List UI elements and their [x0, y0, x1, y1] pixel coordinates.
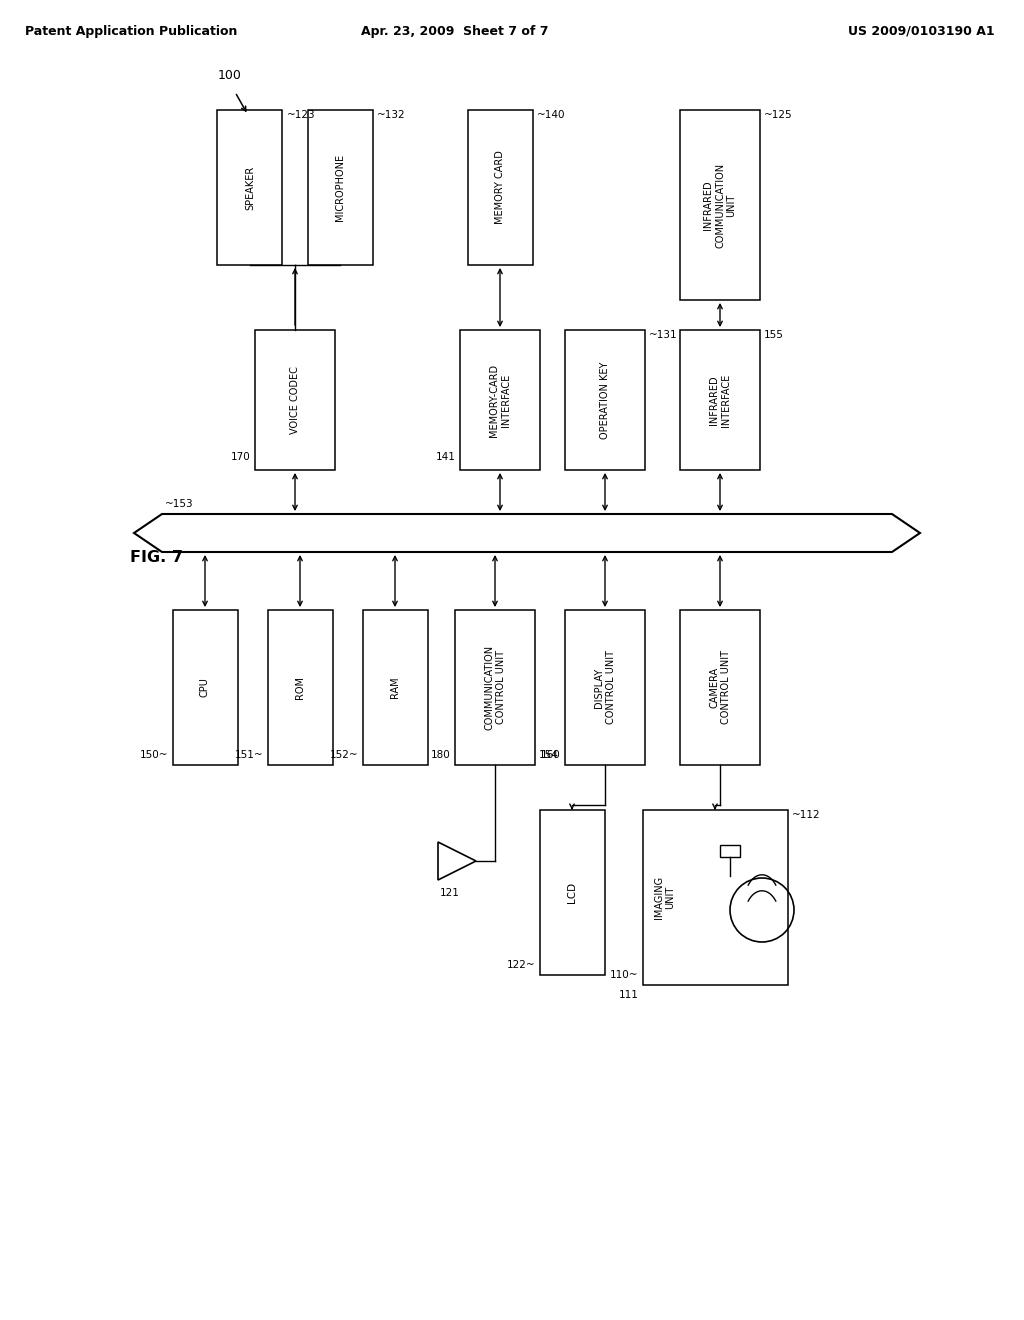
- Text: ~112: ~112: [792, 810, 820, 820]
- Text: US 2009/0103190 A1: US 2009/0103190 A1: [848, 25, 995, 38]
- Bar: [172, 610, 238, 766]
- Text: ~140: ~140: [537, 110, 565, 120]
- Text: INFRARED
INTERFACE: INFRARED INTERFACE: [710, 374, 731, 426]
- Bar: [540, 810, 604, 975]
- Text: ~123: ~123: [287, 110, 315, 120]
- Bar: [680, 610, 760, 766]
- Text: ~131: ~131: [649, 330, 678, 341]
- Bar: [255, 330, 335, 470]
- Text: OPERATION KEY: OPERATION KEY: [600, 362, 610, 438]
- Bar: [460, 330, 540, 470]
- Text: 160: 160: [542, 750, 561, 760]
- Text: DISPLAY
CONTROL UNIT: DISPLAY CONTROL UNIT: [594, 651, 615, 725]
- Bar: [642, 810, 787, 985]
- Text: 180: 180: [431, 750, 451, 760]
- Text: Apr. 23, 2009  Sheet 7 of 7: Apr. 23, 2009 Sheet 7 of 7: [361, 25, 549, 38]
- Text: IMAGING
UNIT: IMAGING UNIT: [653, 876, 675, 919]
- Text: 150~: 150~: [140, 750, 169, 760]
- Text: Patent Application Publication: Patent Application Publication: [25, 25, 238, 38]
- Text: MEMORY-CARD
INTERFACE: MEMORY-CARD INTERFACE: [489, 363, 511, 437]
- Text: 151~: 151~: [234, 750, 263, 760]
- Text: VOICE CODEC: VOICE CODEC: [290, 366, 300, 434]
- Text: LCD: LCD: [567, 882, 577, 903]
- Text: CAMERA
CONTROL UNIT: CAMERA CONTROL UNIT: [710, 651, 731, 725]
- Bar: [307, 110, 373, 265]
- Text: 152~: 152~: [330, 750, 358, 760]
- Text: 170: 170: [231, 451, 251, 462]
- Text: 122~: 122~: [507, 960, 536, 970]
- Bar: [362, 610, 427, 766]
- Text: ~125: ~125: [764, 110, 793, 120]
- Text: 141: 141: [436, 451, 456, 462]
- Bar: [720, 845, 740, 857]
- Text: 110~: 110~: [610, 970, 639, 979]
- Text: COMMUNICATION
CONTROL UNIT: COMMUNICATION CONTROL UNIT: [484, 645, 506, 730]
- Text: CPU: CPU: [200, 677, 210, 697]
- Text: ~153: ~153: [165, 499, 194, 510]
- Text: SPEAKER: SPEAKER: [245, 165, 255, 210]
- Text: MICROPHONE: MICROPHONE: [335, 154, 345, 220]
- Bar: [217, 110, 283, 265]
- Text: 155: 155: [764, 330, 784, 341]
- Polygon shape: [134, 513, 920, 552]
- Text: MEMORY CARD: MEMORY CARD: [495, 150, 505, 224]
- Bar: [565, 610, 645, 766]
- Bar: [267, 610, 333, 766]
- Text: 154: 154: [539, 750, 559, 760]
- Bar: [455, 610, 535, 766]
- Text: FIG. 7: FIG. 7: [130, 550, 183, 565]
- Bar: [565, 330, 645, 470]
- Bar: [468, 110, 532, 265]
- Bar: [680, 110, 760, 300]
- Text: 100: 100: [218, 69, 242, 82]
- Text: INFRARED
COMMUNICATION
UNIT: INFRARED COMMUNICATION UNIT: [703, 162, 736, 248]
- Text: RAM: RAM: [390, 677, 400, 698]
- Polygon shape: [438, 842, 476, 880]
- Text: ~132: ~132: [377, 110, 406, 120]
- Bar: [680, 330, 760, 470]
- Text: ROM: ROM: [295, 676, 305, 700]
- Text: 121: 121: [440, 888, 460, 898]
- Text: 111: 111: [618, 990, 639, 1001]
